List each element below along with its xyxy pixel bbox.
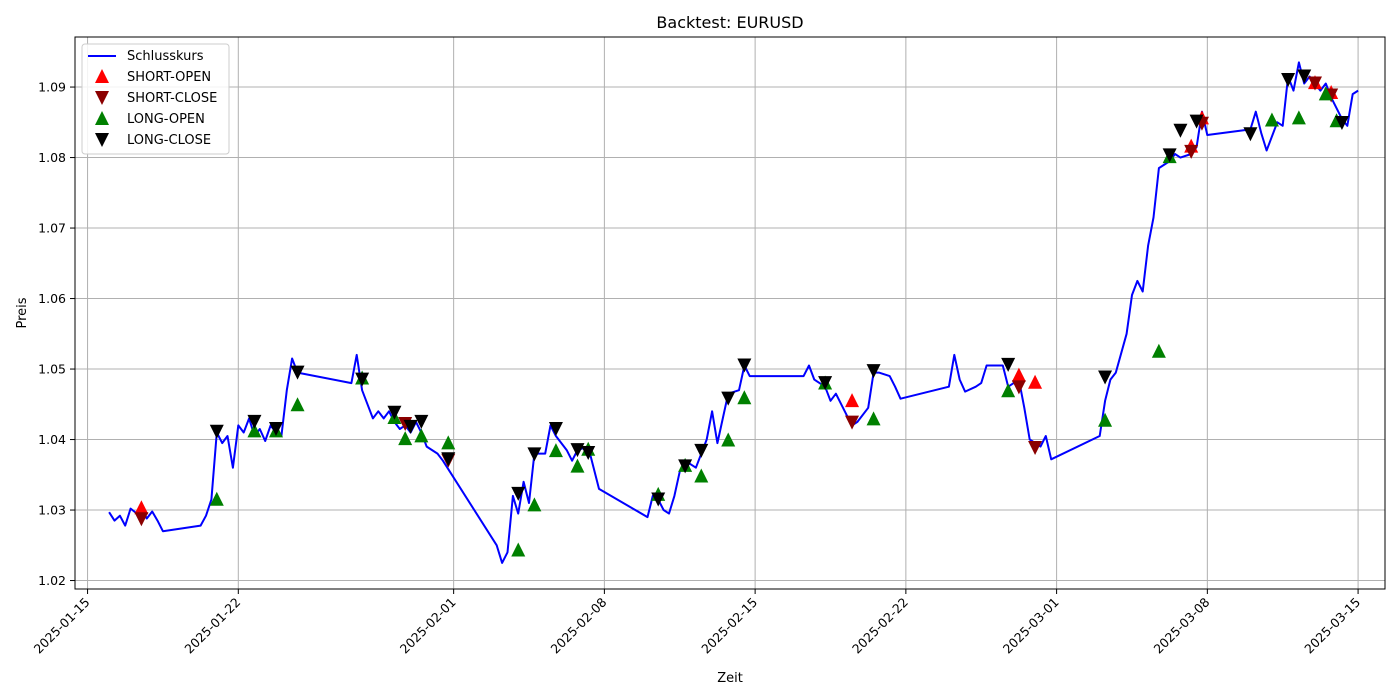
- marker-long-close: [570, 443, 585, 458]
- marker-long-close: [414, 414, 429, 429]
- marker-long-close: [721, 391, 736, 406]
- marker-long-close: [651, 492, 666, 507]
- marker-long-close: [1162, 148, 1177, 163]
- plot-frame: [74, 36, 1386, 590]
- y-tick-label: 1.07: [38, 221, 66, 236]
- marker-long-open: [1291, 110, 1306, 125]
- marker-long-open: [247, 423, 262, 438]
- legend-long-close-swatch: [95, 133, 109, 147]
- legend-label-long-open: LONG-OPEN: [127, 112, 205, 127]
- marker-long-close: [1173, 123, 1188, 138]
- y-tick-label: 1.03: [38, 503, 66, 518]
- y-tick-label: 1.04: [38, 432, 66, 447]
- y-tick-label: 1.02: [38, 573, 66, 588]
- marker-long-open: [414, 428, 429, 443]
- marker-long-close: [818, 376, 833, 391]
- chart-title: Backtest: EURUSD: [656, 13, 803, 32]
- y-axis-label: Preis: [15, 297, 30, 328]
- marker-long-close: [1189, 114, 1204, 129]
- marker-long-close: [737, 358, 752, 373]
- marker-layer: [134, 69, 1349, 557]
- marker-long-close: [694, 443, 709, 458]
- marker-long-close: [403, 419, 418, 434]
- marker-short-close: [1011, 380, 1026, 395]
- marker-long-open: [694, 468, 709, 483]
- marker-long-open: [570, 458, 585, 473]
- marker-long-close: [548, 421, 563, 436]
- marker-short-open: [845, 393, 860, 408]
- marker-short-close: [1184, 144, 1199, 159]
- legend-short-open-swatch: [95, 69, 109, 83]
- marker-long-close: [268, 421, 283, 436]
- marker-long-open: [866, 411, 881, 426]
- marker-long-open: [1318, 86, 1333, 101]
- legend-label-long-close: LONG-CLOSE: [127, 133, 211, 148]
- marker-short-close: [134, 512, 149, 527]
- y-tick-label: 1.09: [38, 80, 66, 95]
- marker-long-close: [527, 447, 542, 462]
- legend-label-short-open: SHORT-OPEN: [127, 70, 211, 85]
- marker-long-open: [721, 432, 736, 447]
- marker-short-open: [134, 500, 149, 515]
- marker-long-open: [398, 431, 413, 446]
- marker-long-close: [387, 405, 402, 420]
- marker-short-close: [1308, 76, 1323, 91]
- grid: [75, 37, 1385, 589]
- marker-short-open: [1028, 374, 1043, 389]
- marker-long-close: [441, 452, 456, 467]
- y-tick-label: 1.08: [38, 150, 66, 165]
- y-tick-label: 1.05: [38, 362, 66, 377]
- marker-long-open: [1264, 112, 1279, 127]
- marker-long-close: [1334, 116, 1349, 131]
- marker-long-open: [527, 497, 542, 512]
- marker-short-close: [1028, 441, 1043, 456]
- marker-long-open: [1151, 343, 1166, 358]
- marker-long-close: [209, 424, 224, 439]
- marker-long-open: [441, 435, 456, 450]
- marker-long-close: [247, 414, 262, 429]
- legend-box: [81, 43, 230, 155]
- marker-long-open: [209, 491, 224, 506]
- legend-short-close-swatch: [95, 91, 109, 105]
- marker-long-close: [290, 365, 305, 380]
- marker-long-close: [1297, 69, 1312, 84]
- marker-long-close: [511, 486, 526, 501]
- marker-long-open: [548, 443, 563, 458]
- marker-long-open: [511, 542, 526, 557]
- y-tick-label: 1.06: [38, 291, 66, 306]
- marker-long-close: [1001, 357, 1016, 372]
- x-axis-label: Zeit: [717, 671, 743, 686]
- marker-short-open: [1011, 367, 1026, 382]
- marker-long-close: [678, 459, 693, 474]
- marker-long-close: [1281, 73, 1296, 88]
- marker-long-open: [290, 397, 305, 412]
- marker-short-close: [845, 415, 860, 430]
- marker-long-close: [866, 364, 881, 379]
- marker-long-open: [1098, 412, 1113, 427]
- legend-long-open-swatch: [95, 111, 109, 125]
- legend-label-short-close: SHORT-CLOSE: [127, 91, 217, 106]
- y-axis-ticks: 1.02 1.03 1.04 1.05 1.06 1.07 1.08 1.09: [38, 80, 75, 588]
- marker-long-close: [1243, 127, 1258, 142]
- marker-long-close: [1098, 370, 1113, 385]
- legend: Schlusskurs SHORT-OPEN SHORT-CLOSE LONG-…: [81, 43, 230, 155]
- marker-long-open: [1001, 383, 1016, 398]
- marker-long-close: [355, 372, 370, 387]
- legend-label-close: Schlusskurs: [127, 49, 204, 64]
- marker-long-close: [581, 445, 596, 460]
- marker-long-open: [737, 390, 752, 405]
